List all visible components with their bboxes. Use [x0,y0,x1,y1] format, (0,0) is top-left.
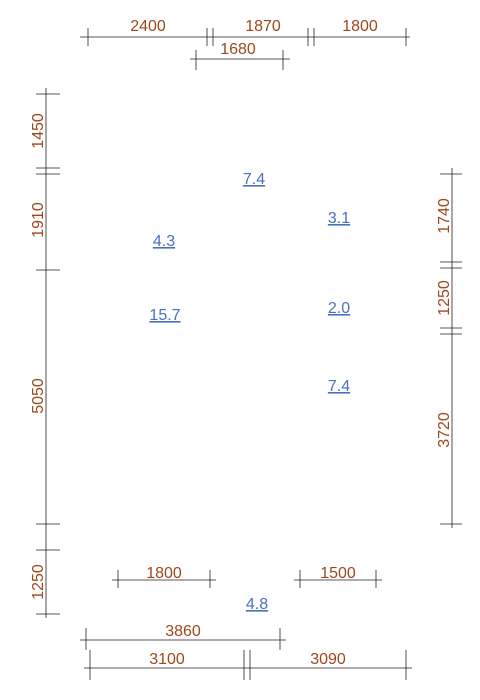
left-dimension-chain [36,88,60,618]
room-area-label: 3.1 [328,210,350,227]
top-dimension-1680: 1680 [220,41,256,58]
bottom-dimension-3100: 3100 [149,651,185,668]
top-dimension-chain [80,28,410,70]
left-dimension-1250: 1250 [30,564,47,600]
left-dimension-1450: 1450 [30,113,47,149]
bottom-dimension-chain [80,628,412,680]
room-area-label: 7.4 [243,171,265,188]
right-dimension-3720: 3720 [436,412,453,448]
inner-dimension-1800: 1800 [146,565,182,582]
left-dimension-1910: 1910 [30,202,47,238]
inner-dimension-1500: 1500 [320,565,356,582]
top-dimension-1870: 1870 [245,18,281,35]
bottom-dimension-3090: 3090 [310,651,346,668]
right-dimension-1740: 1740 [436,198,453,234]
left-dimension-5050: 5050 [30,378,47,414]
room-area-label: 7.4 [328,378,350,395]
top-dimension-2400: 2400 [130,18,166,35]
bottom-dimension-3860: 3860 [165,623,201,640]
inner-dimension-lines [112,570,382,588]
room-area-label: 4.8 [246,596,268,613]
room-area-label: 2.0 [328,300,350,317]
top-dimension-1800: 1800 [342,18,378,35]
right-dimension-1250: 1250 [436,280,453,316]
room-area-label: 4.3 [153,233,175,250]
room-area-label: 15.7 [149,307,180,324]
right-dimension-chain [440,168,462,528]
